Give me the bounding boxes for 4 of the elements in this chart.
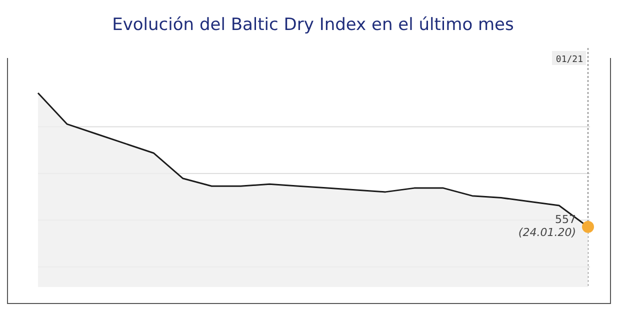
annotation: (24.01.20) xyxy=(518,226,576,239)
annotation: 557 xyxy=(555,212,576,226)
chart-title: Evolución del Baltic Dry Index en el último mes xyxy=(112,15,514,35)
text: 01/21 xyxy=(556,55,583,65)
